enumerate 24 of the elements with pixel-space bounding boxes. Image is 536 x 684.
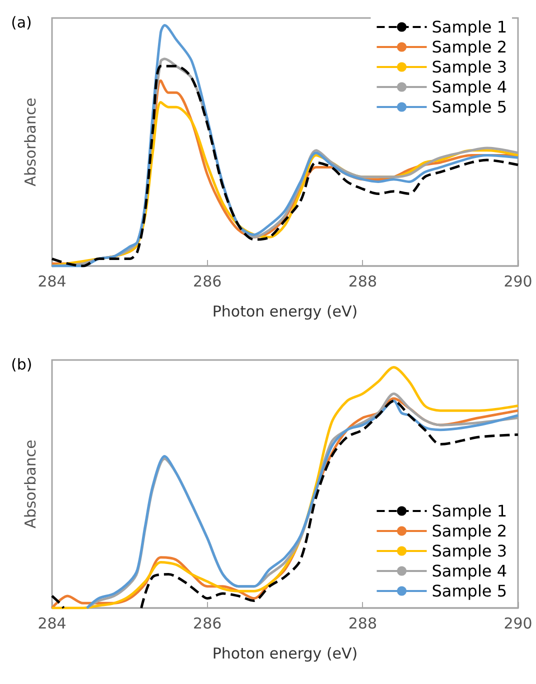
legend-label: Sample 4 bbox=[432, 562, 508, 580]
legend-label: Sample 3 bbox=[432, 542, 508, 560]
x-tick-label: 286 bbox=[193, 614, 222, 632]
legend-label: Sample 1 bbox=[432, 18, 508, 36]
chart-title: (b) bbox=[11, 356, 32, 374]
legend-label: Sample 4 bbox=[432, 78, 508, 96]
x-tick-label: 286 bbox=[193, 272, 222, 290]
legend-label: Sample 3 bbox=[432, 58, 508, 76]
x-tick-label: 288 bbox=[348, 614, 377, 632]
chart-title: (a) bbox=[11, 14, 32, 32]
legend-label: Sample 5 bbox=[432, 582, 508, 600]
x-tick-label: 290 bbox=[504, 614, 532, 632]
x-axis-title: Photon energy (eV) bbox=[212, 644, 358, 662]
y-axis-title: Absorbance bbox=[22, 98, 40, 186]
legend-label: Sample 1 bbox=[432, 502, 508, 520]
x-tick-label: 290 bbox=[504, 272, 532, 290]
legend-label: Sample 2 bbox=[432, 38, 508, 56]
x-tick-label: 284 bbox=[38, 614, 66, 632]
legend-label: Sample 5 bbox=[432, 98, 508, 116]
y-axis-title: Absorbance bbox=[22, 440, 40, 528]
x-tick-label: 284 bbox=[38, 272, 66, 290]
x-axis-title: Photon energy (eV) bbox=[212, 302, 358, 320]
x-tick-label: 288 bbox=[348, 272, 377, 290]
legend-label: Sample 2 bbox=[432, 522, 508, 540]
